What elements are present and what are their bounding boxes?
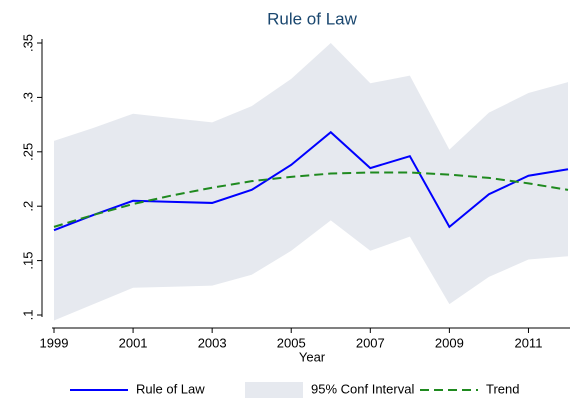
y-tick-label: .25 bbox=[20, 143, 35, 161]
x-tick-label: 2005 bbox=[277, 335, 306, 350]
trend-line bbox=[53, 171, 569, 228]
legend-swatch bbox=[245, 382, 303, 398]
x-tick-label: 1999 bbox=[40, 335, 69, 350]
data-line bbox=[53, 130, 569, 232]
x-tick-label: 2007 bbox=[356, 335, 385, 350]
legend-label: 95% Conf Interval bbox=[311, 381, 414, 396]
confidence-band bbox=[54, 43, 568, 321]
legend-label: Trend bbox=[486, 381, 519, 396]
y-tick-label: .3 bbox=[20, 92, 35, 103]
x-tick-label: 2003 bbox=[198, 335, 227, 350]
x-axis-label: Year bbox=[299, 349, 326, 364]
legend-label: Rule of Law bbox=[136, 381, 205, 396]
x-tick-label: 2011 bbox=[514, 335, 542, 350]
y-tick-label: .35 bbox=[20, 34, 35, 52]
chart-title: Rule of Law bbox=[267, 9, 357, 28]
y-tick-label: .15 bbox=[20, 252, 35, 270]
y-tick-label: .1 bbox=[20, 310, 35, 321]
y-tick-label: .2 bbox=[20, 201, 35, 212]
x-tick-label: 2009 bbox=[435, 335, 464, 350]
x-tick-label: 2001 bbox=[119, 335, 148, 350]
